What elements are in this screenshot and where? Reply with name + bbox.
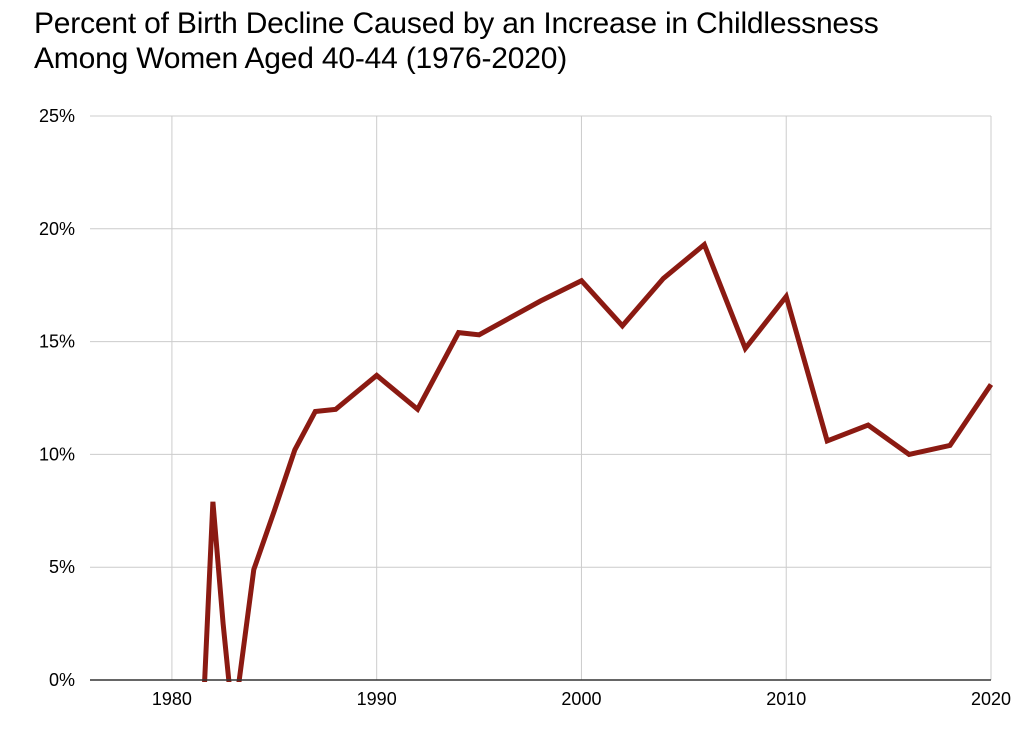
y-tick-label-3: 15% bbox=[39, 332, 75, 352]
y-tick-label-1: 5% bbox=[49, 557, 75, 577]
y-tick-label-5: 25% bbox=[39, 106, 75, 126]
y-tick-label-4: 20% bbox=[39, 219, 75, 239]
y-tick-label-0: 0% bbox=[49, 670, 75, 690]
x-tick-label-3: 2010 bbox=[766, 689, 806, 709]
series-line-0 bbox=[202, 240, 994, 682]
series-layer bbox=[202, 240, 994, 682]
chart-title-line-1: Percent of Birth Decline Caused by an In… bbox=[34, 7, 879, 40]
x-tick-label-2: 2000 bbox=[561, 689, 601, 709]
gridlines bbox=[90, 115, 992, 680]
chart-title-line-2: Among Women Aged 40-44 (1976-2020) bbox=[34, 42, 567, 75]
x-tick-label-4: 2020 bbox=[971, 689, 1011, 709]
x-tick-label-1: 1990 bbox=[357, 689, 397, 709]
tick-labels: 0% 5% 10% 15% 20% 25% 1980 1990 2000 2010 2020 bbox=[39, 106, 1011, 709]
x-tick-label-0: 1980 bbox=[152, 689, 192, 709]
y-tick-label-2: 10% bbox=[39, 444, 75, 464]
chart-title: Percent of Birth Decline Caused by an In… bbox=[34, 6, 1014, 76]
